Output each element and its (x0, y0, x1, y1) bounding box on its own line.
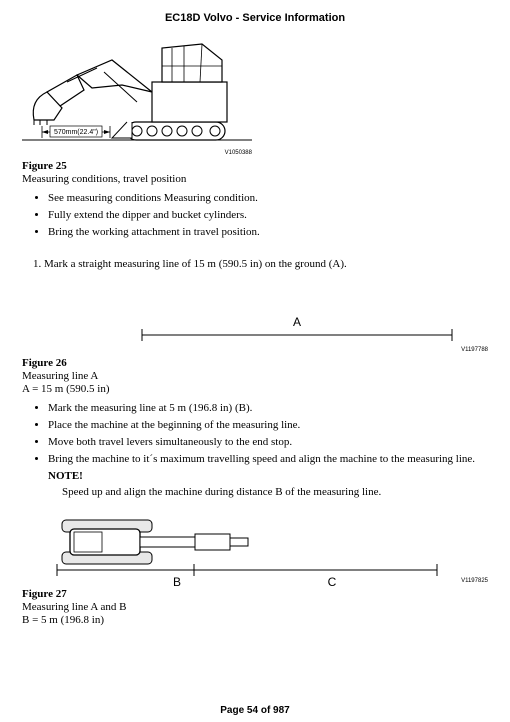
list-item: Place the machine at the beginning of th… (48, 418, 488, 434)
figure-27-label: Figure 27 (22, 588, 488, 600)
note-label: NOTE! (48, 470, 488, 482)
list-item: Bring the working attachment in travel p… (48, 225, 488, 241)
figure-26-image: A (22, 317, 488, 347)
list-item: Mark the measuring line at 5 m (196.8 in… (48, 401, 488, 417)
svg-text:570mm(22.4"): 570mm(22.4") (54, 129, 98, 136)
svg-text:C: C (328, 575, 337, 589)
figure-25-bullets: See measuring conditions Measuring condi… (48, 191, 488, 241)
list-item: Fully extend the dipper and bucket cylin… (48, 208, 488, 224)
figure-25-caption: Measuring conditions, travel position (22, 173, 488, 185)
figure-25-image: 570mm(22.4") (22, 30, 252, 150)
list-item: Bring the machine to it´s maximum travel… (48, 452, 488, 468)
figure-26-image-id: V1197788 (22, 347, 488, 353)
figure-26-bullets: Mark the measuring line at 5 m (196.8 in… (48, 401, 488, 468)
page-footer: Page 54 of 987 (0, 705, 510, 716)
list-item: See measuring conditions Measuring condi… (48, 191, 488, 207)
page-header: EC18D Volvo - Service Information (22, 12, 488, 24)
figure-25-label: Figure 25 (22, 160, 488, 172)
figure-26-param: A = 15 m (590.5 in) (22, 383, 488, 395)
list-item: Move both travel levers simultaneously t… (48, 435, 488, 451)
list-item: Mark a straight measuring line of 15 m (… (44, 257, 488, 273)
figure-26-label: Figure 26 (22, 357, 488, 369)
svg-text:A: A (293, 317, 301, 329)
figure-27-image-id: V1197825 (22, 578, 488, 584)
note-text: Speed up and align the machine during di… (62, 486, 488, 498)
figure-25-steps: Mark a straight measuring line of 15 m (… (44, 257, 488, 273)
figure-27-caption: Measuring line A and B (22, 601, 488, 613)
figure-25-image-id: V1050388 (22, 150, 252, 156)
figure-27-param: B = 5 m (196.8 in) (22, 614, 488, 626)
svg-text:B: B (173, 575, 181, 589)
figure-26-caption: Measuring line A (22, 370, 488, 382)
